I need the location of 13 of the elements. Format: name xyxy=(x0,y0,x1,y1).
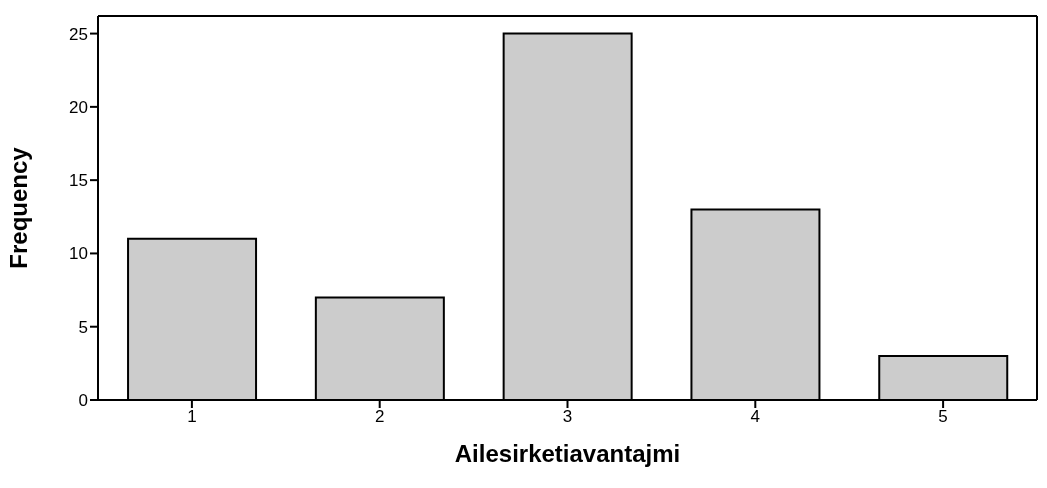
x-tick-label: 5 xyxy=(938,407,948,427)
y-tick-label: 10 xyxy=(69,244,88,264)
y-tick-label: 15 xyxy=(69,171,88,191)
x-tick-label: 1 xyxy=(187,407,197,427)
x-tick-label: 2 xyxy=(374,407,385,427)
x-tick-label: 3 xyxy=(562,407,573,427)
y-tick-label: 20 xyxy=(69,97,88,117)
y-tick-label: 0 xyxy=(78,391,88,411)
x-tick-label: 4 xyxy=(750,407,761,427)
x-axis-title: Ailesirketiavantajmi xyxy=(454,440,681,467)
y-axis-title: Frequency xyxy=(4,146,32,269)
y-tick-label: 5 xyxy=(78,317,88,337)
y-tick-label: 25 xyxy=(69,24,88,44)
